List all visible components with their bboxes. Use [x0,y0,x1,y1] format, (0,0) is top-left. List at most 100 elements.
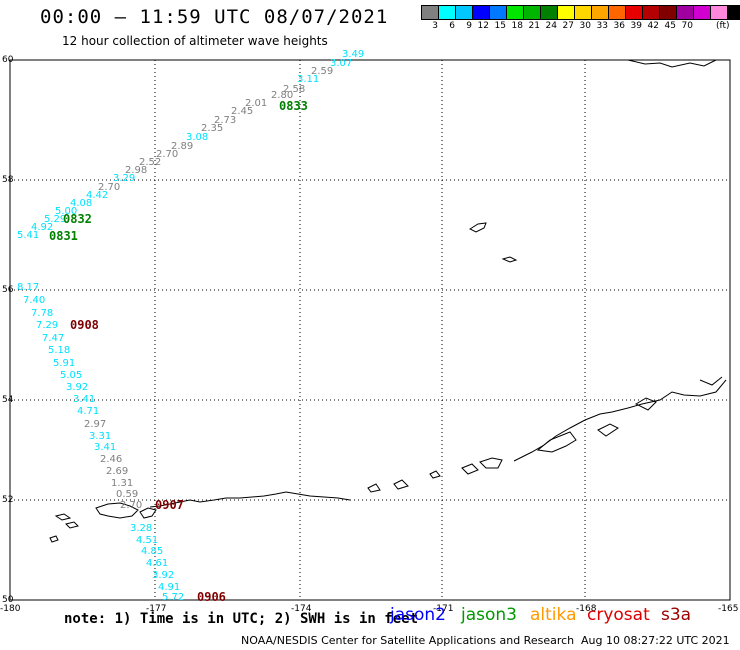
near-islands [49,513,79,543]
wave-height-label: 5.72 [162,592,184,603]
wave-height-label: 5.05 [60,370,82,381]
wave-height-label: 3.31 [89,431,111,442]
legend-label: 21 [528,21,540,31]
andreanof-islands [149,491,351,508]
wave-height-label: 2.97 [84,419,106,430]
wave-height-label: 2.80 [271,90,293,101]
generated-timestamp: Aug 10 08:27:22 UTC 2021 [581,634,730,647]
legend-label: 9 [466,21,472,31]
wave-height-label: 4.71 [77,406,99,417]
legend-label: 36 [613,21,625,31]
wave-height-label: 2.70 [120,500,142,511]
wave-height-label: 2.70 [156,149,178,160]
fox-islands [367,423,619,493]
track-time-label: 0907 [155,498,184,512]
unimak-island [536,431,577,453]
legend-swatch-10 [592,6,609,19]
wave-height-label: 7.40 [23,295,45,306]
wave-height-label: 3.49 [342,49,364,60]
satellite-s3a: s3a [661,605,692,625]
wave-height-label: 1.31 [111,478,133,489]
wave-height-label: 4.42 [86,190,108,201]
wave-height-label: 2.58 [283,84,305,95]
wave-height-label: 4.51 [136,535,158,546]
wave-height-label: 2.59 [311,66,333,77]
lat-tick-label: 56 [2,285,14,295]
wave-height-label: 7.78 [31,308,53,319]
wave-height-label: 3.41 [73,394,95,405]
wave-height-labels: 3.493.072.593.112.582.80 2.012.452.732.35… [17,49,364,603]
satellite-cryosat: cryosat [587,605,650,625]
wave-height-label: 2.98 [125,165,147,176]
legend-swatch-15 [677,6,694,19]
legend-swatch-18 [728,6,740,19]
color-scale-legend [421,5,740,20]
lat-tick-label: 50 [2,595,14,605]
legend-swatch-7 [541,6,558,19]
wave-height-label: 5.00 [55,206,77,217]
legend-label: 3 [432,21,438,31]
track-time-label: 0833 [279,99,308,113]
legend-label: 33 [596,21,608,31]
legend-swatch-3 [473,6,490,19]
legend-label: 27 [562,21,574,31]
wave-height-label: 2.35 [201,123,223,134]
wave-height-label: 7.29 [36,320,58,331]
wave-height-label: 3.07 [330,58,352,69]
legend-label: 39 [630,21,642,31]
legend-swatch-1 [439,6,456,19]
alaska-mainland-coast [627,59,717,68]
lat-tick-label: 58 [2,175,14,185]
wave-height-label: 3.11 [297,74,319,85]
wave-height-label: 3.29 [113,173,135,184]
wave-height-label: 5.29 [44,214,66,225]
track-time-label: 0906 [197,590,226,604]
wave-height-label: 3.41 [94,442,116,453]
wave-height-label: 3.92 [152,570,174,581]
wave-height-label: 2.46 [100,454,122,465]
wave-height-label: 5.18 [48,345,70,356]
map-frame [9,59,731,601]
legend-label: 12 [477,21,489,31]
wave-height-label: 2.70 [98,182,120,193]
legend-swatch-12 [626,6,643,19]
alaska-peninsula [513,376,727,462]
color-scale-labels: 3 6 9 12 15 18 21 24 27 30 33 36 39 42 45 70 [421,21,693,31]
satellite-jason2: jason2 [390,605,446,625]
lon-tick-label: -174 [291,604,312,614]
lat-lon-grid [9,59,731,601]
color-scale-unit: (ft) [716,21,730,31]
wave-height-label: 4.85 [141,546,163,557]
wave-height-label: 2.45 [231,106,253,117]
wave-height-label: 4.61 [146,558,168,569]
legend-swatch-4 [490,6,507,19]
wave-height-label: 3.08 [186,132,208,143]
lat-tick-label: 52 [2,495,13,505]
legend-swatch-13 [643,6,660,19]
legend-swatch-6 [524,6,541,19]
satellite-jason3: jason3 [461,605,517,625]
legend-swatch-17 [711,6,728,19]
coastline [49,59,727,543]
legend-label: 18 [511,21,523,31]
lon-tick-label: -180 [0,604,21,614]
credit-text: NOAA/NESDIS Center for Satellite Applica… [241,634,575,647]
page-title: 00:00 – 11:59 UTC 08/07/2021 [40,6,389,28]
legend-swatch-9 [575,6,592,19]
lon-tick-label: -165 [718,604,738,614]
lon-tick-label: -168 [576,604,597,614]
track-time-label: 0832 [63,212,92,226]
page-subtitle: 12 hour collection of altimeter wave hei… [62,34,328,48]
lat-tick-label: 54 [2,395,14,405]
legend-label: 70 [681,21,693,31]
wave-height-label: 5.41 [17,230,39,241]
legend-label: 15 [494,21,506,31]
lon-tick-label: -171 [433,604,453,614]
wave-height-label: 2.52 [139,157,161,168]
track-time-label: 0908 [70,318,99,332]
legend-swatch-8 [558,6,575,19]
legend-swatch-2 [456,6,473,19]
wave-height-label: 2.69 [106,466,128,477]
legend-swatch-0 [422,6,439,19]
wave-height-label: 4.08 [70,198,92,209]
